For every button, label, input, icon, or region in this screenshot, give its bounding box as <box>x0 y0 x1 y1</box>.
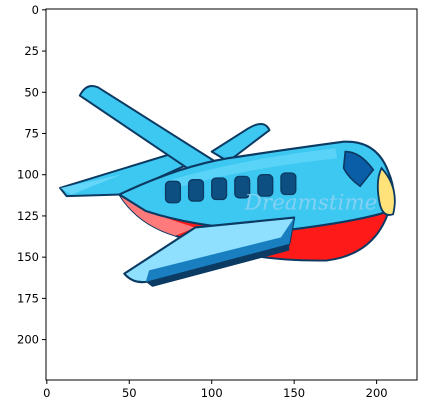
x-tick-label: 50 <box>122 386 137 400</box>
passenger-window <box>280 172 297 196</box>
x-axis: 0 50 100 150 200 <box>43 380 388 400</box>
cockpit-window <box>342 150 375 188</box>
x-tick-label: 100 <box>201 386 223 400</box>
axes-frame <box>45 8 418 381</box>
passenger-window <box>211 177 228 201</box>
watermark-text: Dreamstime <box>244 190 378 215</box>
y-tick-label: 125 <box>17 209 39 223</box>
tail-stabilizer <box>210 123 271 163</box>
y-tick-label: 25 <box>24 44 39 58</box>
y-tick-label: 75 <box>24 126 39 140</box>
y-axis: 0 25 50 75 100 125 150 175 200 <box>17 3 46 347</box>
y-tick-label: 50 <box>24 85 39 99</box>
x-tick-label: 0 <box>43 386 50 400</box>
passenger-window <box>187 179 205 202</box>
y-tick-label: 150 <box>17 250 39 264</box>
y-tick-label: 200 <box>17 333 39 347</box>
tail-fin <box>78 84 230 186</box>
fuselage-highlight <box>165 148 338 190</box>
main-wing-edge <box>145 217 295 282</box>
y-tick-label: 100 <box>17 168 39 182</box>
nose-cone <box>376 166 396 216</box>
x-tick-label: 200 <box>366 386 388 400</box>
x-tick-label: 150 <box>283 386 305 400</box>
y-tick-label: 175 <box>17 291 39 305</box>
passenger-window <box>164 180 182 204</box>
passenger-window <box>257 174 274 197</box>
passenger-window <box>234 175 251 199</box>
image-canvas: Dreamstime <box>46 9 417 380</box>
y-tick-label: 0 <box>32 3 39 17</box>
main-wing-shadow <box>145 243 290 287</box>
airplane-image: Dreamstime <box>46 9 417 380</box>
rear-wing-highlight <box>60 174 122 195</box>
